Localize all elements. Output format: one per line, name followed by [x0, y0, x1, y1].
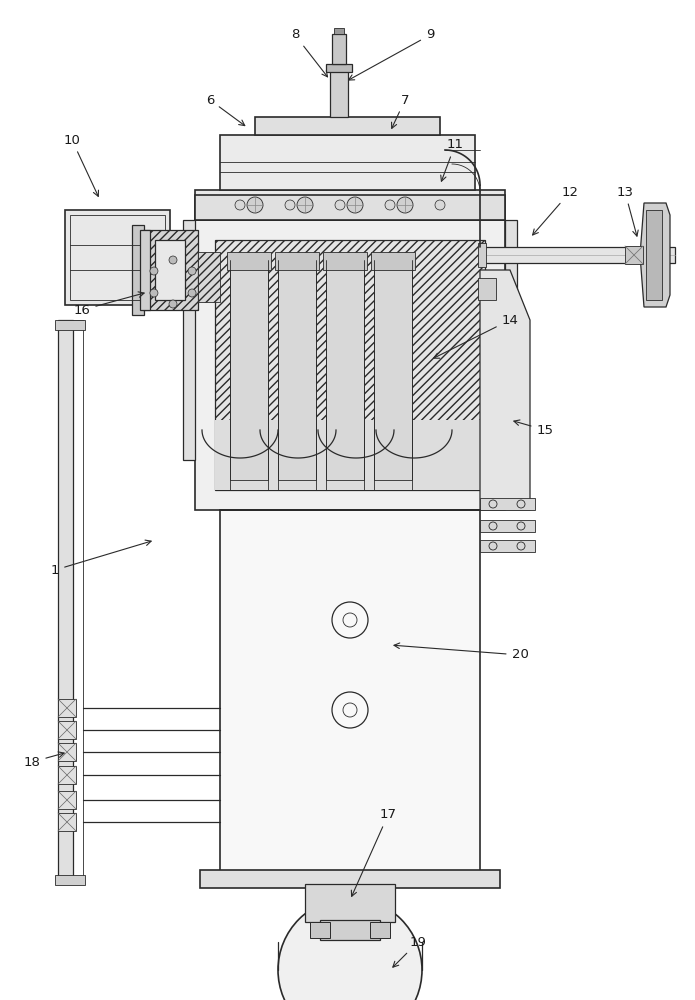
- Polygon shape: [480, 270, 530, 510]
- Text: 16: 16: [74, 292, 144, 316]
- Bar: [305, 884, 395, 922]
- Bar: [195, 190, 505, 220]
- Bar: [70, 215, 165, 300]
- Bar: [371, 252, 415, 270]
- Text: 15: 15: [514, 420, 553, 436]
- Bar: [480, 520, 535, 532]
- Bar: [195, 220, 505, 510]
- Bar: [58, 320, 73, 880]
- Circle shape: [278, 898, 422, 1000]
- Text: 18: 18: [24, 752, 64, 768]
- Bar: [170, 240, 178, 275]
- Text: 17: 17: [352, 808, 397, 896]
- Text: 12: 12: [532, 186, 578, 235]
- Bar: [215, 240, 485, 490]
- Bar: [198, 252, 220, 302]
- Bar: [320, 920, 380, 940]
- Bar: [220, 135, 475, 190]
- Bar: [323, 252, 367, 270]
- Bar: [230, 260, 268, 480]
- Bar: [227, 252, 271, 270]
- Bar: [275, 252, 319, 270]
- Circle shape: [297, 197, 313, 213]
- Bar: [58, 721, 76, 739]
- Bar: [143, 230, 198, 310]
- Bar: [326, 64, 352, 72]
- Bar: [73, 320, 83, 880]
- Bar: [65, 210, 170, 305]
- Circle shape: [435, 200, 445, 210]
- Bar: [310, 922, 330, 938]
- Circle shape: [188, 267, 196, 275]
- Circle shape: [247, 197, 263, 213]
- Bar: [374, 260, 412, 480]
- Text: 20: 20: [394, 643, 528, 662]
- Circle shape: [285, 200, 295, 210]
- Text: 10: 10: [63, 133, 99, 196]
- Text: 1: 1: [51, 540, 151, 576]
- Circle shape: [169, 300, 177, 308]
- Circle shape: [335, 200, 345, 210]
- Bar: [480, 498, 535, 510]
- Bar: [220, 220, 480, 880]
- Text: 8: 8: [291, 28, 327, 77]
- Text: 6: 6: [206, 94, 245, 126]
- Text: 7: 7: [391, 94, 409, 128]
- Polygon shape: [640, 203, 670, 307]
- Text: 14: 14: [434, 314, 518, 358]
- Circle shape: [397, 197, 413, 213]
- Bar: [55, 320, 85, 330]
- Bar: [155, 240, 185, 300]
- Bar: [334, 28, 344, 34]
- Circle shape: [150, 289, 158, 297]
- Bar: [478, 278, 496, 300]
- Bar: [480, 540, 535, 552]
- Text: 11: 11: [441, 138, 464, 181]
- Bar: [215, 420, 485, 490]
- Circle shape: [188, 289, 196, 297]
- Bar: [330, 67, 348, 117]
- Bar: [140, 230, 150, 310]
- Circle shape: [235, 200, 245, 210]
- Text: 19: 19: [393, 936, 427, 967]
- Bar: [200, 870, 500, 888]
- Text: 9: 9: [348, 28, 434, 80]
- Bar: [326, 260, 364, 480]
- Bar: [478, 243, 486, 267]
- Bar: [278, 260, 316, 480]
- Bar: [255, 117, 440, 135]
- Circle shape: [385, 200, 395, 210]
- Circle shape: [150, 267, 158, 275]
- Bar: [625, 246, 643, 264]
- Bar: [132, 225, 144, 315]
- Bar: [58, 743, 76, 761]
- Bar: [646, 210, 662, 300]
- Bar: [332, 34, 346, 64]
- Text: 13: 13: [616, 186, 638, 236]
- Bar: [195, 195, 505, 220]
- Bar: [480, 247, 675, 263]
- Circle shape: [347, 197, 363, 213]
- Bar: [58, 699, 76, 717]
- Bar: [370, 922, 390, 938]
- Circle shape: [169, 256, 177, 264]
- Bar: [183, 220, 195, 460]
- Bar: [58, 791, 76, 809]
- Bar: [55, 875, 85, 885]
- Bar: [505, 220, 517, 460]
- Bar: [58, 813, 76, 831]
- Bar: [58, 766, 76, 784]
